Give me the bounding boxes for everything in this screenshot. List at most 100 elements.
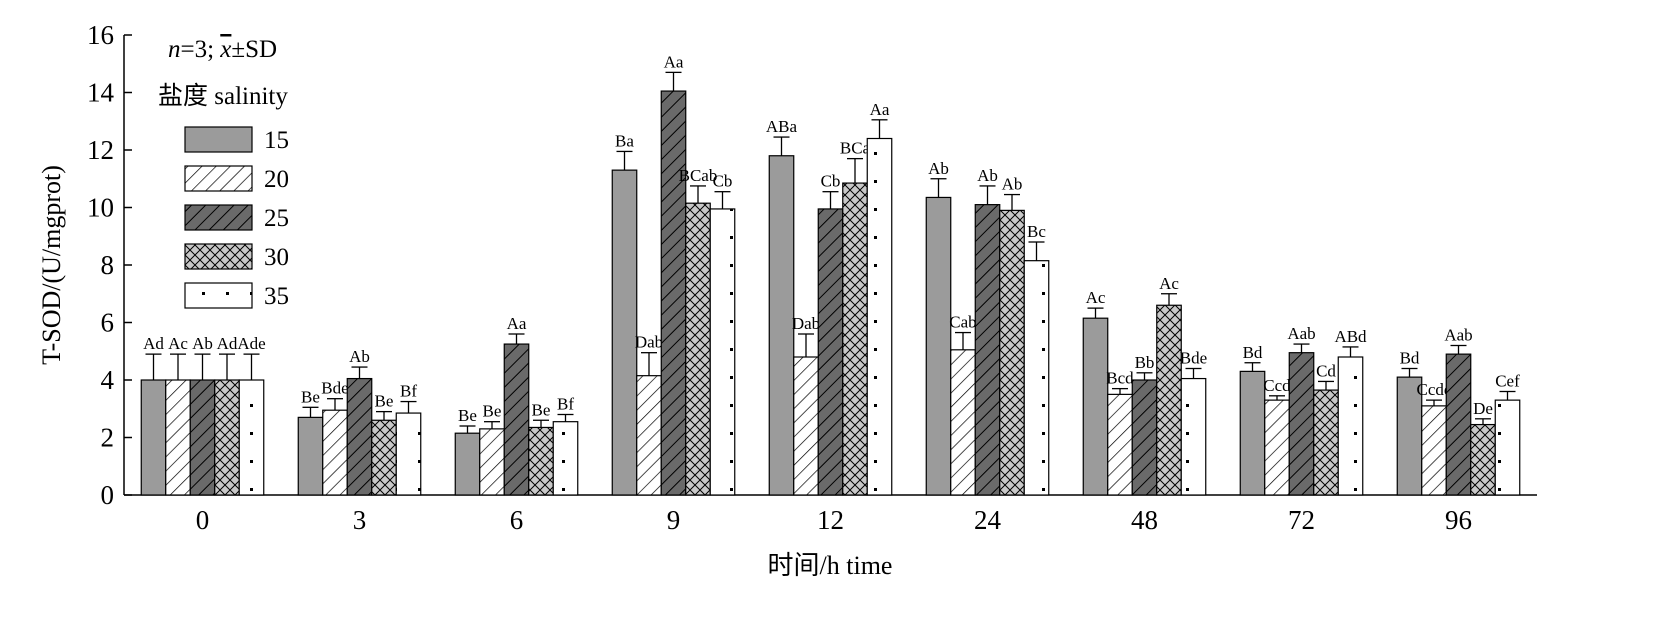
y-tick-label: 12	[87, 135, 114, 165]
data-label: Bd	[1400, 349, 1420, 368]
bar-series-20-t6	[479, 428, 505, 496]
bar-series-35-t48	[1180, 377, 1207, 496]
legend-swatch-35	[184, 282, 253, 309]
data-label: Bde	[1180, 349, 1207, 368]
bar-series-15-t48	[1082, 317, 1109, 496]
x-tick-label: 9	[667, 505, 681, 535]
bar-series-20-t12	[793, 356, 819, 496]
legend-swatch-25	[184, 204, 253, 231]
bar-series-20-t24	[950, 349, 976, 496]
stat-xbar: x	[219, 36, 231, 63]
data-label: ABa	[766, 117, 798, 136]
data-label: Ab	[928, 159, 949, 178]
stat-n: n	[168, 36, 181, 63]
bar-series-30-t6	[528, 426, 554, 496]
y-tick-label: 16	[87, 20, 114, 50]
bar-series-35-t72	[1337, 356, 1364, 496]
bar-series-15-t0	[140, 379, 167, 496]
bar-series-30-t9	[685, 202, 711, 496]
data-label: Bb	[1135, 353, 1155, 372]
bar-series-35-t0	[238, 379, 265, 496]
legend-swatch-15	[184, 126, 253, 153]
bar-series-35-t12	[866, 137, 893, 496]
data-label: Cd	[1316, 361, 1336, 380]
legend-label-30: 30	[264, 244, 289, 271]
y-tick-label: 8	[101, 250, 115, 280]
stat-annotation: n=3; x±SD	[168, 36, 277, 63]
bar-series-15-t3	[297, 416, 324, 496]
bar-series-30-t3	[371, 419, 397, 496]
bar-series-30-t72	[1313, 389, 1339, 496]
bar-series-15-t24	[925, 196, 952, 496]
data-label: Cab	[949, 313, 976, 332]
bar-series-15-t9	[611, 169, 638, 496]
bar-series-35-t3	[395, 412, 422, 496]
data-label: Be	[301, 387, 320, 406]
data-label: Be	[532, 400, 551, 419]
stat-sd: ±SD	[231, 36, 277, 63]
legend: n=3; x±SD 盐度 salinity 15 20 25 30 35	[158, 36, 289, 310]
y-axis-label: T-SOD/(U/mgprot)	[37, 165, 66, 365]
legend-label-35: 35	[264, 283, 289, 310]
bar-series-30-t24	[999, 209, 1025, 496]
bar-series-25-t9	[660, 90, 687, 496]
data-label: Bde	[321, 379, 348, 398]
data-label: Bcd	[1106, 369, 1134, 388]
data-label: BCa	[840, 139, 871, 158]
bar-series-25-t96	[1445, 353, 1472, 496]
bar-series-30-t96	[1470, 423, 1496, 496]
data-label: Dab	[792, 314, 820, 333]
y-tick-label: 2	[101, 423, 115, 453]
bar-series-25-t72	[1288, 352, 1315, 496]
bar-series-15-t6	[454, 432, 481, 496]
data-label: Be	[483, 402, 502, 421]
y-ticks: 0 2 4 6 8 10 12 14 16	[87, 20, 132, 510]
data-label: De	[1473, 399, 1493, 418]
bar-series-20-t96	[1421, 405, 1447, 496]
bar-series-35-t6	[552, 421, 579, 496]
stat-count: =3;	[181, 36, 221, 63]
x-tick-label: 24	[974, 505, 1002, 535]
bar-series-20-t3	[322, 409, 348, 496]
bar-series-35-t24	[1023, 260, 1050, 496]
legend-items: 15 20 25 30 35	[184, 126, 289, 310]
bar-series-25-t12	[817, 208, 844, 496]
bar-series-30-t12	[842, 182, 868, 496]
data-label: Ac	[168, 334, 188, 353]
x-tick-label: 3	[353, 505, 367, 535]
data-label: Ade	[237, 334, 265, 353]
x-axis-label: 时间/h time	[768, 551, 893, 580]
bar-series-35-t9	[709, 208, 736, 496]
data-label: BCab	[679, 166, 718, 185]
data-label: Aa	[870, 100, 890, 119]
bar-series-20-t48	[1107, 393, 1133, 496]
data-label: Cb	[713, 172, 733, 191]
data-label: Ad	[217, 334, 238, 353]
bar-series-25-t0	[189, 379, 216, 496]
bar-series-15-t96	[1396, 376, 1423, 496]
data-label: Aab	[1444, 326, 1472, 345]
bar-series-20-t9	[636, 375, 662, 496]
legend-swatch-20	[184, 165, 253, 192]
bar-series-25-t48	[1131, 379, 1158, 496]
x-tick-label: 0	[196, 505, 210, 535]
data-label: Ccde	[1417, 380, 1452, 399]
data-label: Ab	[192, 334, 213, 353]
bar-series-35-t96	[1494, 399, 1521, 496]
data-label: Be	[375, 392, 394, 411]
legend-label-25: 25	[264, 205, 289, 232]
bar-series-15-t12	[768, 155, 795, 496]
data-label: Bd	[1243, 343, 1263, 362]
data-label: Ab	[1002, 175, 1023, 194]
data-label: Aa	[507, 314, 527, 333]
data-label: Be	[458, 406, 477, 425]
data-label: Ccd	[1263, 376, 1291, 395]
bar-series-25-t3	[346, 377, 373, 496]
bar-series-25-t6	[503, 343, 530, 496]
data-label: Ab	[349, 347, 370, 366]
y-tick-label: 10	[87, 193, 114, 223]
bar-series-30-t48	[1156, 304, 1182, 496]
x-ticks: 0 3 6 9 12 24 48 72 96	[196, 487, 1472, 535]
